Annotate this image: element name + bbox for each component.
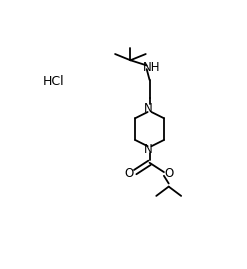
Text: N: N (144, 102, 153, 115)
Text: HCl: HCl (42, 76, 64, 89)
Text: O: O (125, 167, 134, 180)
Text: N: N (144, 143, 153, 156)
Text: O: O (164, 167, 173, 180)
Text: NH: NH (143, 61, 160, 75)
